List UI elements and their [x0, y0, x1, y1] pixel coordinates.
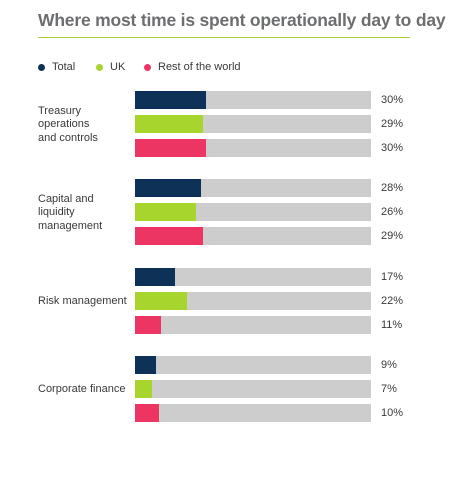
bar-track: [135, 268, 371, 286]
bar-uk: [135, 115, 204, 133]
chart-title: Where most time is spent operationally d…: [38, 10, 446, 30]
data-label: 26%: [381, 206, 404, 218]
bar-track: [135, 203, 371, 221]
bar-track: [135, 115, 371, 133]
bar-rest-of-the-world: [135, 316, 161, 334]
bar-total: [135, 179, 202, 197]
data-label: 10%: [381, 407, 404, 419]
legend-item-1: UK: [96, 61, 125, 73]
legend-label: Total: [52, 61, 76, 73]
bar-track: [135, 292, 371, 310]
category-label: Treasury operations and controls: [38, 104, 98, 144]
legend-swatch: [96, 63, 103, 71]
bar-rest-of-the-world: [135, 139, 206, 157]
bar-total: [135, 91, 206, 109]
bar-uk: [135, 292, 187, 310]
category-label: Corporate finance: [38, 383, 126, 396]
bar-uk: [135, 380, 152, 398]
bar-rest-of-the-world: [135, 404, 159, 422]
data-label: 17%: [381, 271, 404, 283]
bar-track: [135, 404, 371, 422]
category-label: Capital and liquidity management: [38, 192, 103, 232]
data-label: 30%: [381, 94, 404, 106]
bar-track: [135, 316, 371, 334]
bar-total: [135, 356, 157, 374]
legend-swatch: [38, 63, 45, 71]
legend-item-0: Total: [38, 61, 75, 73]
data-label: 11%: [381, 319, 403, 331]
bar-rest-of-the-world: [135, 227, 204, 245]
bar-track: [135, 380, 371, 398]
data-label: 22%: [381, 295, 404, 307]
legend-item-2: Rest of the world: [144, 61, 241, 73]
legend-label: Rest of the world: [158, 61, 241, 73]
title-divider: [38, 37, 410, 38]
bar-track: [135, 179, 371, 197]
data-label: 7%: [381, 383, 397, 395]
bar-uk: [135, 203, 197, 221]
category-label: Risk management: [38, 295, 127, 308]
legend-label: UK: [110, 61, 126, 73]
bar-track: [135, 139, 371, 157]
data-label: 30%: [381, 142, 404, 154]
data-label: 29%: [381, 118, 404, 130]
bar-track: [135, 227, 371, 245]
bar-total: [135, 268, 176, 286]
legend-swatch: [144, 63, 151, 71]
data-label: 28%: [381, 182, 404, 194]
bar-track: [135, 91, 371, 109]
data-label: 29%: [381, 230, 404, 242]
data-label: 9%: [381, 359, 397, 371]
bar-track: [135, 356, 371, 374]
